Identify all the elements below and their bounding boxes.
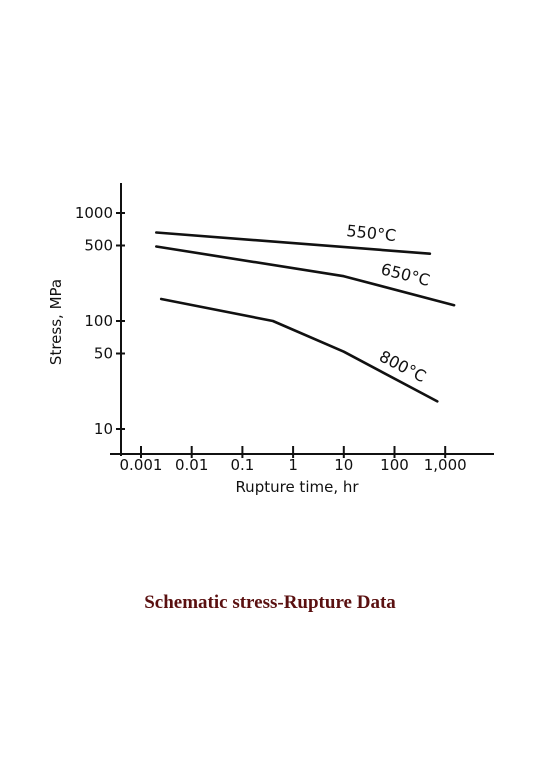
x-tick-label: 100 <box>380 456 409 474</box>
x-axis-title: Rupture time, hr <box>235 478 359 496</box>
series-line-1 <box>155 245 456 307</box>
series-labels: 550°C 650°C 800°C <box>346 221 432 386</box>
y-tick-label: 100 <box>84 312 113 330</box>
y-tick-label: 50 <box>94 345 113 363</box>
x-tick-label: 1 <box>288 456 298 474</box>
series-label-0: 550°C <box>346 221 397 245</box>
stress-rupture-chart: 1000 500 100 50 10 0.001 0.01 0.1 1 10 100 1,000 55… <box>47 183 494 496</box>
ticks: 1000 500 100 50 10 0.001 0.01 0.1 1 10 100 1,000 <box>75 204 467 474</box>
y-tick-label: 1000 <box>75 204 113 222</box>
series-lines <box>155 231 456 403</box>
y-tick-label: 500 <box>84 237 113 255</box>
y-tick-label: 10 <box>94 420 113 438</box>
x-tick-label: 10 <box>334 456 353 474</box>
series-line-0 <box>155 231 432 255</box>
series-label-2: 800°C <box>376 347 429 387</box>
x-tick-label: 0.001 <box>120 456 163 474</box>
x-tick-label: 1,000 <box>424 456 467 474</box>
axes <box>110 183 494 456</box>
series-line-2 <box>159 297 439 403</box>
x-tick-label: 0.1 <box>230 456 254 474</box>
series-label-1: 650°C <box>379 259 432 289</box>
y-axis-title: Stress, MPa <box>47 279 65 365</box>
chart-caption: Schematic stress-Rupture Data <box>144 592 396 613</box>
x-tick-label: 0.01 <box>175 456 208 474</box>
